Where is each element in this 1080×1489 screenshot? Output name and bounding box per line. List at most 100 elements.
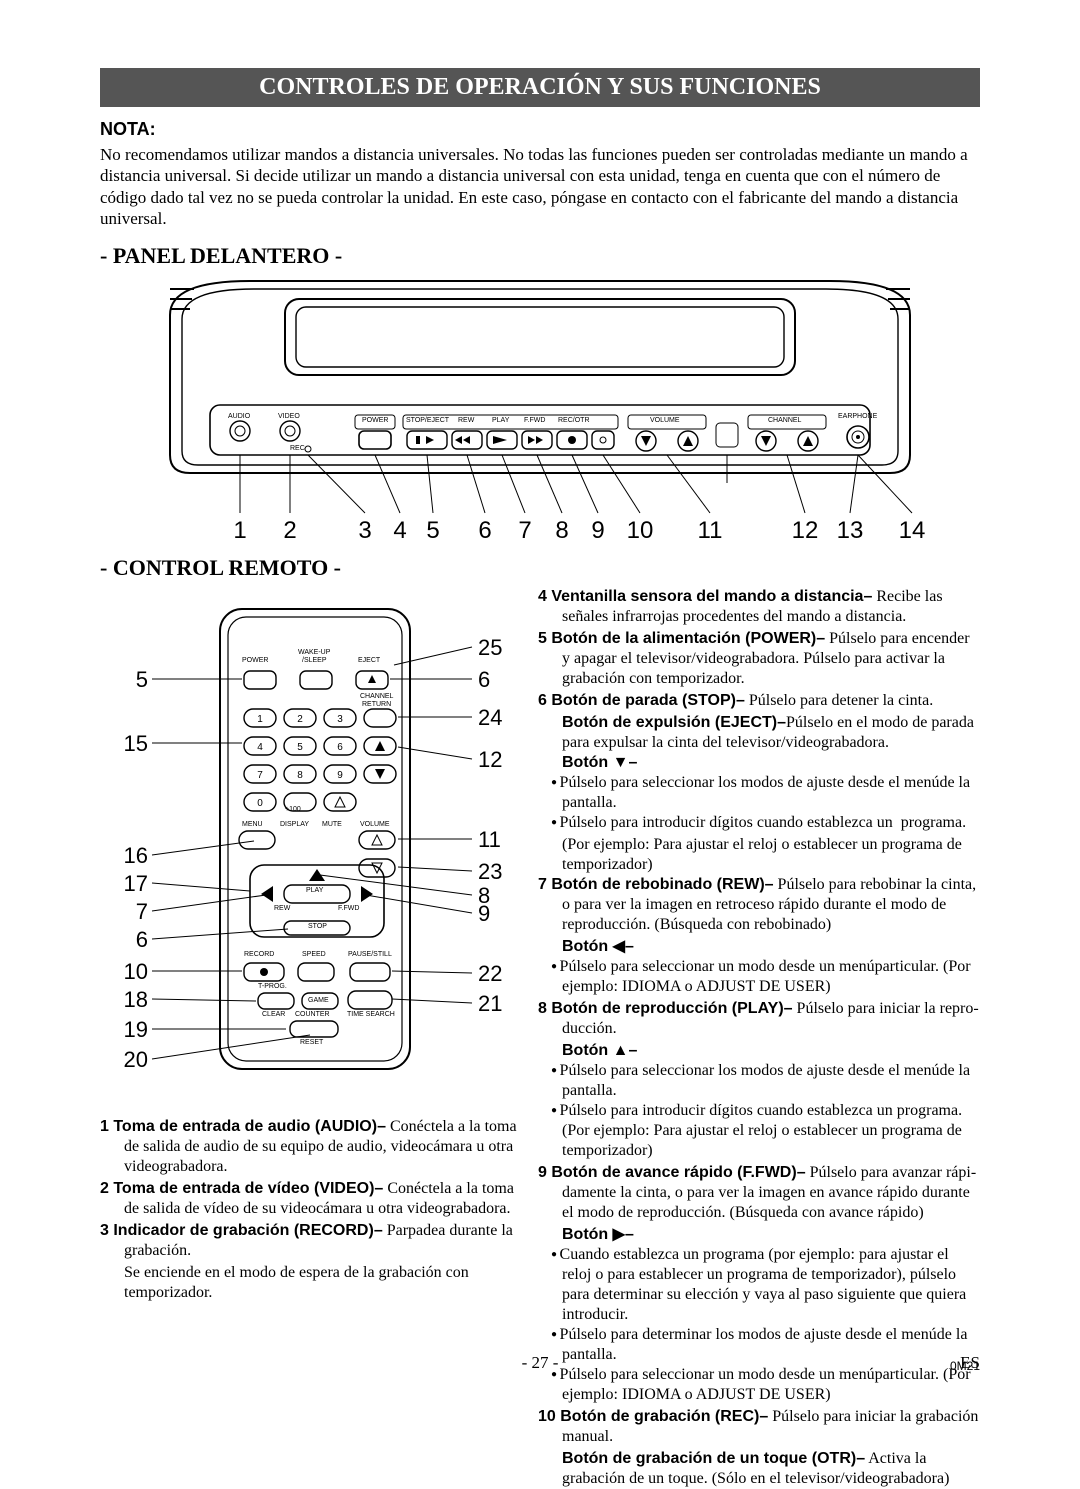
doc-code: 0M21 <box>950 1359 980 1373</box>
rc-label-tsearch: TIME SEARCH <box>347 1011 395 1018</box>
ld3-sub: Se enciende en el modo de espera de la g… <box>100 1263 518 1303</box>
fp-callout-13: 13 <box>837 517 864 545</box>
rc-label-p100: +100 <box>285 806 301 813</box>
fp-label-recotr: REC/OTR <box>558 417 590 424</box>
svg-text:0: 0 <box>257 798 263 809</box>
fp-label-ffwd: F.FWD <box>524 417 545 424</box>
rc-callout-left-19: 19 <box>116 1017 148 1043</box>
rd6d-note: (Por ejemplo: Para ajustar el reloj o es… <box>538 835 980 875</box>
rd6d-li2: Púlselo para introducir dígitos cuando e… <box>562 813 980 833</box>
page-number: - 27 - <box>522 1353 559 1373</box>
fp-label-power: POWER <box>362 417 388 424</box>
fp-callout-4: 4 <box>393 517 406 545</box>
rc-callout-right-12: 12 <box>478 747 510 773</box>
svg-text:9: 9 <box>337 770 343 781</box>
rc-callout-left-10: 10 <box>116 959 148 985</box>
rd8-li2: Púlselo para introducir dígitos cuando e… <box>562 1101 980 1161</box>
rc-label-eject: EJECT <box>358 657 380 664</box>
fp-callout-10: 10 <box>627 517 654 545</box>
rc-callout-left-18: 18 <box>116 987 148 1013</box>
title-bar: CONTROLES DE OPERACIÓN Y SUS FUNCIONES <box>100 68 980 107</box>
rc-label-reset: RESET <box>300 1039 323 1046</box>
rc-label-play: PLAY <box>306 887 323 894</box>
rc-callout-right-25: 25 <box>478 635 510 661</box>
rc-callout-left-7: 7 <box>116 899 148 925</box>
rc-label-game: GAME <box>308 997 329 1004</box>
nota-text: No recomendamos utilizar mandos a distan… <box>100 144 980 229</box>
svg-text:8: 8 <box>297 770 303 781</box>
rd9-bold: Botón de avance rápido (F.FWD)– <box>551 1164 805 1181</box>
remote-diagram: 1 2 3 4 5 6 7 8 9 0 <box>100 591 518 1111</box>
rc-label-channel: CHANNEL <box>360 693 393 700</box>
rd9-li1: Cuando establezca un programa (por ejemp… <box>562 1245 980 1325</box>
rc-label-return: RETURN <box>362 701 391 708</box>
ld3-bold: Indicador de grabación (RECORD)– <box>113 1222 382 1239</box>
rc-label-ffwd: F.FWD <box>338 905 359 912</box>
rc-label-mute: MUTE <box>322 821 342 828</box>
rc-label-stop: STOP <box>308 923 327 930</box>
fp-callout-7: 7 <box>518 517 531 545</box>
fp-callout-2: 2 <box>283 517 296 545</box>
rc-callout-right-24: 24 <box>478 705 510 731</box>
fp-callout-8: 8 <box>555 517 568 545</box>
fp-label-video: VIDEO <box>278 413 300 420</box>
rc-label-menu: MENU <box>242 821 263 828</box>
fp-callout-9: 9 <box>591 517 604 545</box>
fp-callout-6: 6 <box>478 517 491 545</box>
left-desc-list: 1 Toma de entrada de audio (AUDIO)– Coné… <box>100 1117 518 1303</box>
fp-callout-11: 11 <box>698 517 723 545</box>
rc-callout-right-22: 22 <box>478 961 510 987</box>
svg-text:6: 6 <box>337 742 343 753</box>
section-panel: - PANEL DELANTERO - <box>100 243 980 269</box>
section-remote: - CONTROL REMOTO - <box>100 555 980 581</box>
rc-label-wake: WAKE-UP <box>298 649 330 656</box>
rd8c-bold: Botón ▲– <box>562 1042 637 1059</box>
svg-text:5: 5 <box>297 742 303 753</box>
svg-text:7: 7 <box>257 770 263 781</box>
fp-label-rec: REC <box>290 445 305 452</box>
rd8-bold: Botón de reproducción (PLAY)– <box>551 1000 792 1017</box>
svg-text:1: 1 <box>257 714 263 725</box>
fp-callout-5: 5 <box>426 517 439 545</box>
rc-label-display: DISPLAY <box>280 821 309 828</box>
fp-label-earphone: EARPHONE <box>838 413 877 420</box>
rd6d-li1: Púlselo para seleccionar los modos de aj… <box>562 773 980 813</box>
rc-callout-left-5: 5 <box>116 667 148 693</box>
rc-callout-left-20: 20 <box>116 1047 148 1073</box>
rc-callout-right-9: 9 <box>478 901 510 927</box>
fp-callout-12: 12 <box>792 517 819 545</box>
fp-callout-1: 1 <box>233 517 246 545</box>
rc-label-power: POWER <box>242 657 268 664</box>
rd6c-bold: Botón de expulsión (EJECT)– <box>562 714 786 731</box>
svg-text:2: 2 <box>297 714 303 725</box>
rd8-li1: Púlselo para seleccionar los modos de aj… <box>562 1061 980 1101</box>
rd7c-bold: Botón ◀– <box>562 938 634 955</box>
rd5-bold: Botón de la alimentación (POWER)– <box>551 630 825 647</box>
rc-callout-left-17: 17 <box>116 871 148 897</box>
rc-callout-right-23: 23 <box>478 859 510 885</box>
fp-callout-14: 14 <box>899 517 926 545</box>
rc-callout-left-15: 15 <box>116 731 148 757</box>
right-desc-list: 4 Ventanilla sensora del mando a distanc… <box>538 587 980 1489</box>
rc-callout-right-11: 11 <box>478 827 510 853</box>
rd9c-bold: Botón ▶– <box>562 1226 634 1243</box>
rc-label-volume: VOLUME <box>360 821 390 828</box>
rd9-li2: Púlselo para determinar los modos de aju… <box>562 1325 980 1365</box>
rc-label-clear: CLEAR <box>262 1011 285 1018</box>
rd9-li3: Púlselo para seleccionar un modo desde u… <box>562 1365 980 1405</box>
rc-label-sleep: /SLEEP <box>302 657 327 664</box>
rc-label-speed: SPEED <box>302 951 326 958</box>
svg-text:4: 4 <box>257 742 263 753</box>
rc-callout-right-6: 6 <box>478 667 510 693</box>
fp-label-play: PLAY <box>492 417 509 424</box>
fp-label-audio: AUDIO <box>228 413 250 420</box>
rc-callout-left-6: 6 <box>116 927 148 953</box>
front-panel-svg <box>130 275 950 515</box>
nota-label: NOTA: <box>100 119 980 140</box>
ld2-bold: Toma de entrada de vídeo (VIDEO)– <box>113 1180 383 1197</box>
rd10c-bold: Botón de grabación de un toque (OTR)– <box>562 1450 865 1467</box>
rc-label-counter: COUNTER <box>295 1011 330 1018</box>
rc-callout-right-21: 21 <box>478 991 510 1017</box>
rd7-li1: Púlselo para seleccionar un modo desde u… <box>562 957 980 997</box>
rd6-bold: Botón de parada (STOP)– <box>551 692 745 709</box>
